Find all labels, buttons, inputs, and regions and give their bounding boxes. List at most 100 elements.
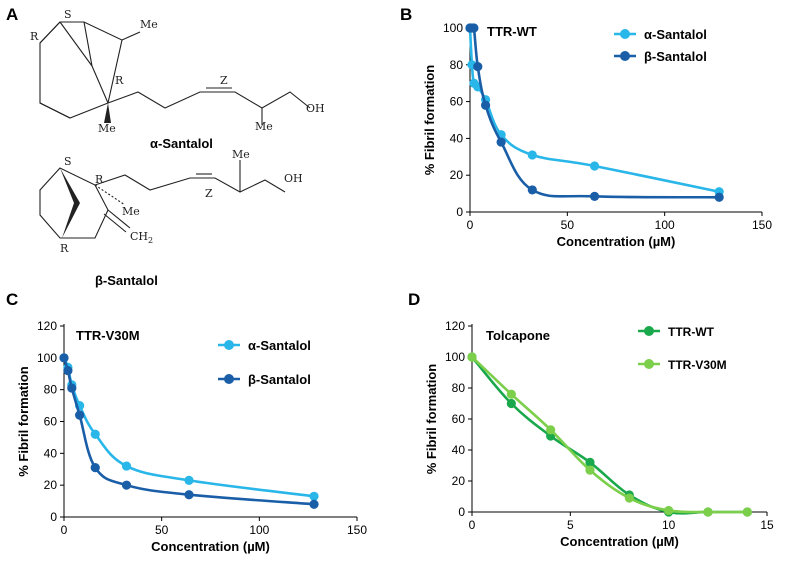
legend-label--santalol: β-Santalol	[644, 49, 707, 64]
x-tick-label: 100	[655, 218, 675, 232]
data-point--santalol	[309, 491, 319, 501]
x-tick-label: 100	[249, 523, 269, 537]
y-tick-label: 100	[443, 21, 463, 35]
chart-b: 0 20 40 60 80 100 0 50 100 150 Concentration (µM)%…	[422, 21, 772, 249]
y-tick-label: 20	[450, 168, 464, 182]
alpha-atom-r2: R	[115, 74, 124, 87]
data-point--santalol	[90, 463, 100, 473]
legend-marker-ttr-wt	[644, 326, 654, 336]
legend-marker--santalol	[224, 374, 234, 384]
x-axis-label: Concentration (µM)	[151, 539, 270, 554]
data-point-ttr-v30m	[624, 493, 634, 503]
panel-a: A S R R Me Me Me Z OH α-Santalol	[6, 5, 325, 288]
data-point-ttr-v30m	[585, 465, 595, 475]
data-point--santalol	[480, 100, 491, 110]
y-tick-label: 0	[456, 205, 463, 219]
y-tick-label: 40	[452, 443, 466, 457]
x-tick-label: 10	[662, 518, 676, 532]
data-point--santalol	[63, 365, 73, 376]
alpha-santalol-name: α-Santalol	[150, 136, 213, 151]
legend-label-ttr-v30m: TTR-V30M	[668, 358, 727, 372]
chart-title: Tolcapone	[486, 328, 550, 343]
data-point--santalol	[473, 62, 483, 72]
beta-atom-s: S	[64, 155, 72, 168]
panel-letter-b: B	[400, 5, 412, 24]
legend-label--santalol: α-Santalol	[248, 338, 311, 353]
beta-atom-oh: OH	[284, 172, 303, 185]
data-point--santalol	[121, 461, 132, 471]
beta-atom-me2: Me	[232, 148, 250, 161]
chart-title: TTR-V30M	[76, 328, 140, 343]
legend-marker-ttr-v30m	[644, 359, 654, 369]
panel-c: C 0 20 40 60 80 100 120 0 50 100 150 Concentration …	[6, 290, 367, 554]
y-tick-label: 100	[445, 350, 465, 364]
panel-letter-d: D	[408, 290, 420, 309]
chart-c: 0 20 40 60 80 100 120 0 50 100 150 Concentration (µ…	[16, 319, 367, 554]
beta-santalol-structure: S R R Me Me Z OH CH2 β-Santalol	[39, 148, 303, 288]
legend-marker--santalol	[620, 51, 630, 61]
y-axis-label: % Fibril formation	[422, 65, 437, 176]
alpha-atom-oh: OH	[306, 102, 325, 115]
series-line-ttr-v30m	[471, 356, 748, 514]
data-point--santalol	[496, 137, 506, 147]
alpha-atom-r1: R	[30, 30, 39, 43]
alpha-atom-me2: Me	[98, 122, 116, 135]
beta-atom-z: Z	[205, 187, 213, 200]
panel-b: B 0 20 40 60 80 100 0 50 100 150 Concentration (µM…	[400, 5, 772, 249]
alpha-atom-z: Z	[220, 74, 228, 87]
data-point--santalol	[589, 161, 600, 171]
y-tick-label: 0	[50, 510, 57, 524]
series-line-ttr-wt	[471, 356, 748, 515]
y-tick-label: 60	[452, 412, 466, 426]
x-tick-label: 50	[561, 218, 575, 232]
y-tick-label: 20	[44, 478, 58, 492]
data-point--santalol	[67, 383, 77, 393]
alpha-atom-me1: Me	[140, 18, 158, 31]
y-axis-label: % Fibril formation	[16, 366, 31, 477]
legend-marker--santalol	[224, 340, 234, 350]
beta-atom-r1: R	[95, 173, 104, 186]
x-tick-label: 50	[155, 523, 169, 537]
data-point-ttr-v30m	[467, 352, 477, 362]
beta-atom-ch2: CH2	[130, 230, 153, 245]
beta-atom-r2: R	[60, 242, 69, 255]
y-tick-label: 40	[44, 446, 58, 460]
data-point-ttr-v30m	[703, 507, 713, 517]
data-point--santalol	[527, 150, 537, 160]
data-point-ttr-v30m	[664, 505, 674, 516]
data-point--santalol	[75, 410, 85, 420]
y-tick-label: 100	[37, 351, 57, 365]
y-tick-label: 60	[44, 415, 58, 429]
x-tick-label: 0	[61, 523, 68, 537]
panel-d: D 0 20 40 60 80 100 120 0 5 10 15 Concentration (µM…	[408, 290, 774, 549]
y-tick-label: 120	[445, 319, 465, 333]
x-tick-label: 0	[467, 218, 474, 232]
x-tick-label: 0	[469, 518, 476, 532]
y-tick-label: 60	[450, 95, 464, 109]
chart-title: TTR-WT	[487, 24, 537, 39]
legend-label--santalol: β-Santalol	[248, 372, 311, 387]
data-point-ttr-wt	[585, 457, 595, 467]
data-point-ttr-wt	[506, 398, 516, 409]
legend-label--santalol: α-Santalol	[644, 27, 707, 42]
alpha-santalol-structure: S R R Me Me Me Z OH α-Santalol	[30, 8, 325, 151]
x-tick-label: 150	[347, 523, 367, 537]
x-axis-label: Concentration (µM)	[560, 534, 679, 549]
legend-label-ttr-wt: TTR-WT	[668, 325, 715, 339]
data-point--santalol	[527, 185, 537, 195]
data-point--santalol	[184, 475, 194, 485]
data-point-ttr-v30m	[506, 389, 516, 399]
y-tick-label: 80	[450, 58, 464, 72]
beta-atom-me1: Me	[122, 205, 140, 218]
x-tick-label: 15	[760, 518, 774, 532]
x-axis-label: Concentration (µM)	[557, 234, 676, 249]
x-tick-label: 5	[567, 518, 574, 532]
chart-d: 0 20 40 60 80 100 120 0 5 10 15 Concentration (µM)%…	[424, 319, 774, 549]
data-point--santalol	[90, 429, 100, 439]
panel-letter-a: A	[6, 5, 18, 24]
y-tick-label: 0	[458, 505, 465, 519]
y-tick-label: 80	[452, 381, 466, 395]
y-tick-label: 40	[450, 131, 464, 145]
data-point-ttr-v30m	[546, 425, 556, 435]
